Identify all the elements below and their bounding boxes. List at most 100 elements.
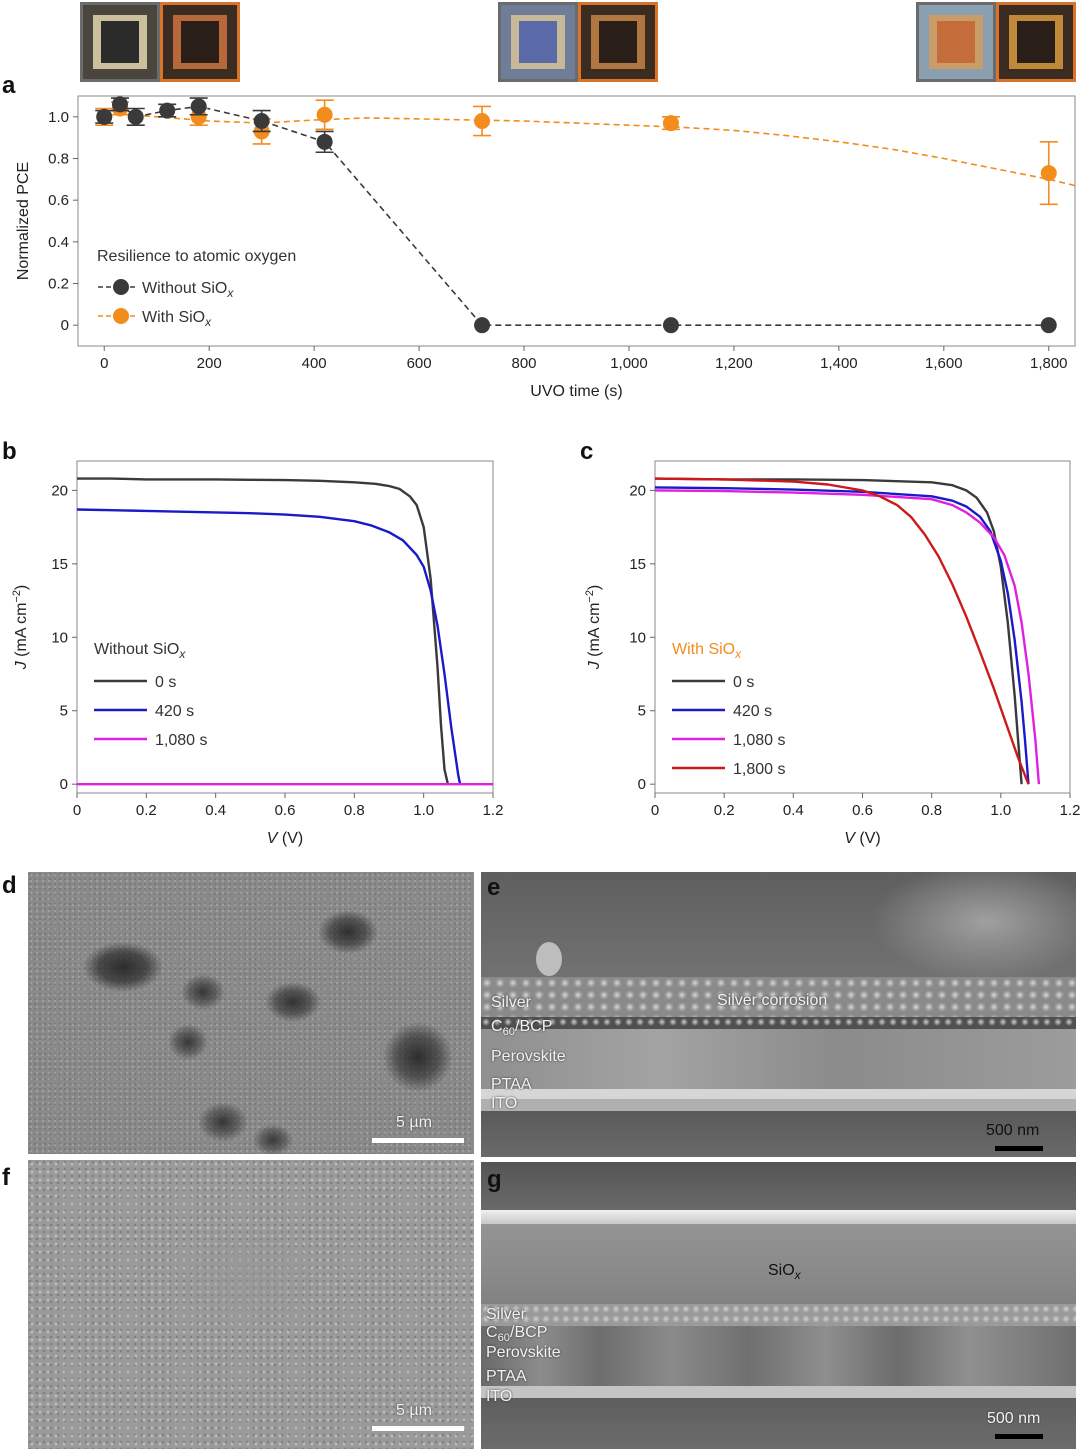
iv-curve bbox=[654, 477, 1030, 785]
x-tick-label: 400 bbox=[302, 355, 327, 372]
iv-curve bbox=[654, 489, 1041, 785]
x-tick-label: 1.2 bbox=[1060, 802, 1080, 819]
device-photo-with-siox bbox=[160, 2, 240, 82]
x-tick-label: 1.0 bbox=[990, 802, 1011, 819]
x-tick-label: 0.8 bbox=[344, 802, 365, 819]
device-photo-group-0s bbox=[78, 0, 240, 82]
panel-label-d: d bbox=[2, 872, 17, 899]
layer-label-perovskite: Perovskite bbox=[491, 1048, 566, 1065]
legend-title: Resilience to atomic oxygen bbox=[97, 248, 296, 265]
scale-bar-label: 500 nm bbox=[986, 1122, 1040, 1139]
scale-bar bbox=[995, 1434, 1043, 1439]
legend-marker bbox=[113, 279, 129, 295]
layer-label-ito: ITO bbox=[491, 1095, 518, 1112]
panel-label-b: b bbox=[2, 438, 17, 465]
device-photo-with-siox bbox=[996, 2, 1076, 82]
legend-entry-label: Without SiOx bbox=[142, 280, 234, 300]
layer-label-ptaa: PTAA bbox=[486, 1368, 527, 1385]
data-point bbox=[474, 113, 491, 129]
data-point bbox=[190, 98, 207, 115]
chart-panel-b: 0 0.2 0.4 0.6 0.8 1.0 1.2 0 5 10 15 20 V (V) J (mA cm… bbox=[11, 460, 504, 847]
x-tick-label: 0.8 bbox=[921, 802, 942, 819]
y-tick-label: 1.0 bbox=[48, 109, 69, 126]
iv-curve bbox=[77, 477, 450, 785]
y-tick-label: 10 bbox=[51, 629, 68, 646]
sem-image-g-cross-section-with-siox: SiOx Silver C60/BCP Perovskite PTAA ITO … bbox=[481, 1162, 1076, 1449]
x-tick-label: 0.6 bbox=[275, 802, 296, 819]
panel-label-f: f bbox=[2, 1164, 10, 1191]
annotation-silver-corrosion: Silver corrosion bbox=[717, 992, 828, 1009]
data-point bbox=[1040, 165, 1057, 182]
panel-label-c: c bbox=[580, 438, 594, 465]
y-tick-label: 0 bbox=[60, 776, 68, 793]
legend-marker bbox=[113, 308, 129, 324]
legend-entry-label: 0 s bbox=[733, 674, 754, 691]
scale-bar bbox=[372, 1426, 464, 1431]
panel-label-g: g bbox=[487, 1166, 502, 1193]
legend-title: With SiOx bbox=[672, 641, 742, 661]
annotation-siox-layer: SiOx bbox=[768, 1262, 801, 1283]
device-photo-group-720s bbox=[496, 0, 658, 82]
x-tick-label: 0 bbox=[651, 802, 659, 819]
data-point bbox=[316, 106, 333, 123]
x-tick-label: 0 bbox=[100, 355, 108, 372]
legend-title: Without SiOx bbox=[94, 641, 186, 661]
x-tick-label: 600 bbox=[407, 355, 432, 372]
iv-curve bbox=[654, 477, 1023, 785]
device-photo-with-siox bbox=[578, 2, 658, 82]
legend-entry-label: 420 s bbox=[733, 703, 772, 720]
y-tick-label: 20 bbox=[51, 482, 68, 499]
data-point bbox=[96, 108, 113, 125]
x-tick-label: 1.0 bbox=[413, 802, 434, 819]
x-axis-label: V (V) bbox=[844, 830, 880, 847]
legend-entry-label: 420 s bbox=[155, 703, 194, 720]
data-point bbox=[127, 108, 144, 125]
y-tick-label: 0 bbox=[638, 776, 646, 793]
x-tick-label: 0.2 bbox=[136, 802, 157, 819]
y-tick-label: 5 bbox=[638, 703, 646, 720]
legend-entry-label: 1,800 s bbox=[733, 761, 785, 778]
layer-label-c60-bcp: C60/BCP bbox=[486, 1324, 548, 1345]
y-axis-label: J (mA cm−2) bbox=[11, 585, 30, 671]
data-point bbox=[662, 115, 679, 132]
layer-label-c60-bcp: C60/BCP bbox=[491, 1018, 553, 1039]
legend-entry-label: 1,080 s bbox=[155, 732, 207, 749]
layer-label-silver: Silver bbox=[491, 994, 532, 1011]
iv-curve bbox=[654, 486, 1030, 785]
y-tick-label: 15 bbox=[51, 556, 68, 573]
x-tick-label: 0 bbox=[73, 802, 81, 819]
x-tick-label: 1.2 bbox=[483, 802, 504, 819]
legend-entry-label: 0 s bbox=[155, 674, 176, 691]
sem-image-d-top-view-without-siox: 5 µm bbox=[28, 872, 474, 1154]
layer-label-perovskite: Perovskite bbox=[486, 1344, 561, 1361]
scale-bar-label: 500 nm bbox=[987, 1410, 1041, 1427]
sem-image-f-top-view-with-siox: 5 µm bbox=[28, 1160, 474, 1449]
scale-bar-label: 5 µm bbox=[396, 1114, 432, 1131]
y-axis-label: Normalized PCE bbox=[15, 162, 32, 280]
layer-label-ptaa: PTAA bbox=[491, 1076, 532, 1093]
scale-bar bbox=[372, 1138, 464, 1143]
layer-label-ito: ITO bbox=[486, 1388, 513, 1405]
x-tick-label: 200 bbox=[197, 355, 222, 372]
plot-frame bbox=[77, 95, 1076, 347]
layer-label-silver: Silver bbox=[486, 1306, 527, 1323]
legend-entry-label: With SiOx bbox=[142, 309, 212, 329]
x-tick-label: 0.4 bbox=[205, 802, 226, 819]
y-tick-label: 0.6 bbox=[48, 192, 69, 209]
x-tick-label: 800 bbox=[512, 355, 537, 372]
chart-panel-a: 0 200 400 600 800 1,000 1,200 1,400 1,600 1,800 0 0… bbox=[15, 95, 1076, 400]
data-point bbox=[662, 317, 679, 334]
y-tick-label: 0.8 bbox=[48, 151, 69, 168]
y-tick-label: 5 bbox=[60, 703, 68, 720]
y-tick-label: 20 bbox=[629, 482, 646, 499]
y-tick-label: 0.2 bbox=[48, 276, 69, 293]
x-tick-label: 0.6 bbox=[852, 802, 873, 819]
panel-label-a: a bbox=[2, 72, 16, 99]
data-point bbox=[316, 133, 333, 150]
device-photo-without-siox bbox=[80, 2, 160, 82]
y-tick-label: 15 bbox=[629, 556, 646, 573]
x-tick-label: 1,800 bbox=[1030, 355, 1068, 372]
x-axis-label: UVO time (s) bbox=[530, 383, 622, 400]
y-axis-label: J (mA cm−2) bbox=[584, 585, 603, 671]
x-axis-label: V (V) bbox=[267, 830, 303, 847]
